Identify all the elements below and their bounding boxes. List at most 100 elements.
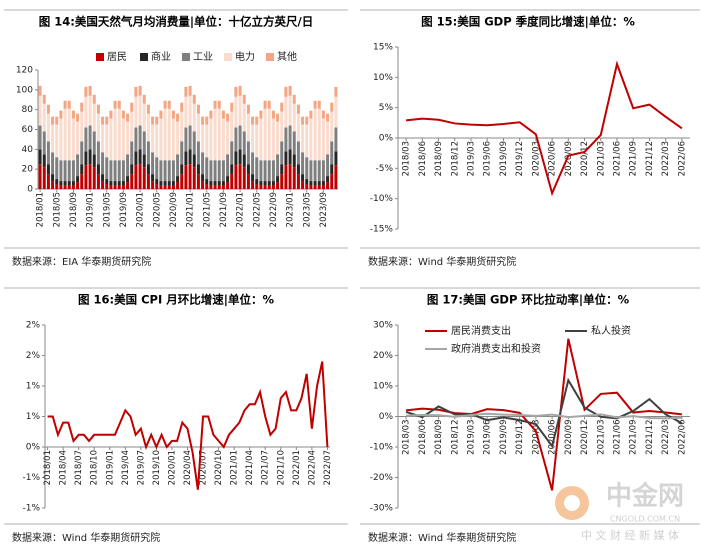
- y-tick-label: -20%: [370, 473, 394, 483]
- bar-segment: [171, 118, 175, 161]
- bar-segment: [196, 164, 200, 175]
- bar-segment: [217, 181, 221, 186]
- bar-segment: [234, 127, 238, 152]
- bar-segment: [121, 160, 125, 182]
- x-tick-label: 2021/09: [629, 420, 639, 455]
- bar-segment: [296, 164, 300, 175]
- x-tick-label: 2020/01: [136, 192, 146, 227]
- bar-segment: [259, 181, 263, 186]
- bar-segment: [96, 141, 100, 165]
- bar-segment: [88, 149, 92, 165]
- x-tick-label: 2022/05: [252, 192, 262, 227]
- watermark-logo: 中金网: [606, 481, 684, 512]
- bar-segment: [221, 118, 225, 161]
- y-tick-label: 30%: [373, 321, 393, 331]
- bar-segment: [242, 94, 246, 104]
- bar-segment: [226, 121, 230, 155]
- y-tick-label: 0%: [379, 412, 394, 422]
- bar-segment: [46, 164, 50, 175]
- chart-title: 图 14:美国天然气月均消费量|单位：十亿立方英尺/日: [39, 15, 314, 29]
- source-note: 数据来源：EIA 华泰期货研究院: [12, 255, 151, 268]
- x-tick-label: 2021/07: [261, 450, 271, 485]
- bar-segment: [126, 154, 130, 177]
- bar-segment: [238, 149, 242, 165]
- bar-segment: [117, 181, 121, 186]
- bar-segment: [167, 108, 171, 161]
- y-tick-label: 120: [16, 66, 33, 76]
- bar-segment: [101, 174, 105, 182]
- y-tick-label: 20%: [373, 351, 393, 361]
- x-tick-label: 2019/07: [136, 450, 146, 485]
- bar-segment: [251, 124, 255, 153]
- bar-segment: [88, 85, 92, 96]
- bar-segment: [288, 164, 292, 189]
- bar-segment: [317, 181, 321, 186]
- bar-segment: [267, 108, 271, 161]
- legend-label: 商业: [151, 50, 171, 63]
- chart-panel: 图 15:美国 GDP 季度同比增速|单位：% 数据来源：Wind 华泰期货研究院…: [360, 9, 700, 268]
- bar-segment: [196, 174, 200, 189]
- bar-segment: [209, 110, 213, 119]
- legend-label: 电力: [235, 50, 255, 63]
- bar-segment: [163, 100, 167, 109]
- bar-segment: [84, 165, 88, 189]
- chart-title: 图 16:美国 CPI 月环比增速|单位：%: [78, 293, 274, 307]
- bar-segment: [271, 185, 275, 189]
- watermark-site: CNGOLD.COM.CN: [610, 515, 680, 524]
- bar-segment: [288, 85, 292, 96]
- bar-segment: [46, 113, 50, 142]
- bar-segment: [313, 160, 317, 182]
- bar-segment: [276, 176, 280, 183]
- y-tick-label: 2%: [26, 321, 41, 331]
- bar-segment: [276, 182, 280, 189]
- bar-segment: [280, 174, 284, 189]
- x-tick-label: 2018/07: [74, 450, 84, 485]
- bar-segment: [267, 185, 271, 189]
- bar-segment: [38, 149, 42, 165]
- bar-segment: [301, 174, 305, 182]
- x-tick-label: 2021/09: [629, 141, 639, 176]
- bar-segment: [296, 174, 300, 189]
- bar-segment: [188, 149, 192, 165]
- bar-segment: [113, 100, 117, 109]
- bar-segment: [242, 131, 246, 155]
- line-series: [47, 361, 329, 490]
- bar-segment: [105, 116, 109, 125]
- bar-segment: [205, 184, 209, 189]
- x-tick-label: 2019/01: [86, 192, 96, 227]
- bar-segment: [226, 176, 230, 183]
- x-tick-label: 2022/06: [677, 420, 687, 455]
- bar-segment: [51, 124, 55, 153]
- bar-segment: [80, 141, 84, 165]
- bar-segment: [101, 116, 105, 125]
- bar-segment: [151, 152, 155, 175]
- bar-segment: [71, 118, 75, 161]
- bar-segment: [251, 174, 255, 182]
- chart-title: 图 17:美国 GDP 环比拉动率|单位：%: [427, 293, 630, 307]
- x-tick-label: 2021/09: [219, 192, 229, 227]
- x-tick-label: 2019/03: [467, 141, 477, 176]
- x-tick-label: 2019/10: [152, 450, 162, 485]
- bar-segment: [167, 181, 171, 186]
- bar-segment: [271, 160, 275, 182]
- line-series: [406, 412, 682, 420]
- bar-segment: [192, 154, 196, 168]
- x-tick-label: 2021/06: [613, 420, 623, 455]
- bar-segment: [188, 125, 192, 150]
- bar-segment: [80, 111, 84, 142]
- x-tick-label: 2022/03: [661, 420, 671, 455]
- bar-segment: [163, 181, 167, 186]
- bar-segment: [326, 113, 330, 122]
- legend-label: 居民: [107, 51, 127, 63]
- bar-segment: [184, 127, 188, 152]
- x-tick-label: 2018/01: [43, 450, 53, 485]
- bar-segment: [209, 185, 213, 189]
- legend-label: 其他: [277, 50, 297, 63]
- bar-segment: [159, 181, 163, 186]
- bar-segment: [255, 184, 259, 189]
- bar-segment: [176, 182, 180, 189]
- bar-segment: [105, 184, 109, 189]
- bar-segment: [221, 185, 225, 189]
- bar-segment: [309, 185, 313, 189]
